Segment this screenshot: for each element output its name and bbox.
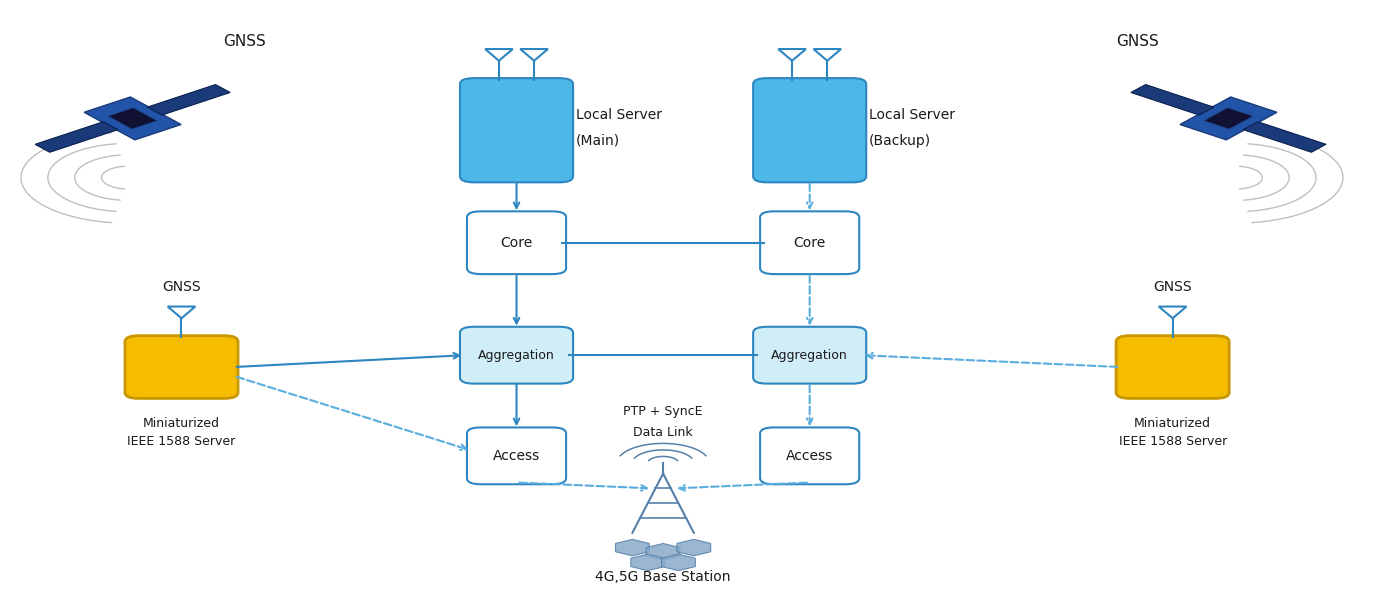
Text: Data Link: Data Link	[634, 426, 692, 439]
Text: (Backup): (Backup)	[868, 134, 931, 148]
Polygon shape	[168, 307, 195, 318]
Text: Aggregation: Aggregation	[479, 349, 554, 362]
FancyBboxPatch shape	[1131, 85, 1213, 115]
Text: Local Server: Local Server	[575, 108, 662, 123]
FancyBboxPatch shape	[148, 85, 230, 115]
FancyBboxPatch shape	[35, 122, 117, 152]
FancyBboxPatch shape	[109, 108, 156, 129]
Text: Core: Core	[500, 236, 533, 250]
Text: IEEE 1588 Server: IEEE 1588 Server	[1118, 435, 1227, 448]
FancyBboxPatch shape	[461, 327, 572, 384]
FancyBboxPatch shape	[759, 211, 859, 274]
Text: GNSS: GNSS	[1153, 280, 1192, 294]
Polygon shape	[631, 554, 664, 571]
Text: Access: Access	[786, 449, 833, 463]
FancyBboxPatch shape	[754, 78, 866, 182]
FancyBboxPatch shape	[754, 327, 866, 384]
Text: IEEE 1588 Server: IEEE 1588 Server	[127, 435, 236, 448]
Text: Core: Core	[793, 236, 826, 250]
Text: GNSS: GNSS	[162, 280, 201, 294]
Text: GNSS: GNSS	[223, 34, 265, 49]
Polygon shape	[662, 554, 695, 571]
Text: (Main): (Main)	[575, 134, 620, 148]
FancyBboxPatch shape	[1180, 97, 1277, 140]
FancyBboxPatch shape	[461, 78, 572, 182]
Polygon shape	[521, 49, 547, 61]
Text: PTP + SyncE: PTP + SyncE	[624, 405, 702, 418]
Text: 4G,5G Base Station: 4G,5G Base Station	[595, 570, 732, 584]
Text: Aggregation: Aggregation	[772, 349, 847, 362]
Polygon shape	[486, 49, 512, 61]
FancyBboxPatch shape	[126, 336, 237, 398]
Text: GNSS: GNSS	[1117, 34, 1159, 49]
Text: Miniaturized: Miniaturized	[1134, 417, 1212, 430]
FancyBboxPatch shape	[466, 211, 567, 274]
Polygon shape	[814, 49, 840, 61]
Polygon shape	[1159, 307, 1187, 318]
Text: Local Server: Local Server	[868, 108, 955, 123]
Text: Access: Access	[493, 449, 540, 463]
Polygon shape	[616, 539, 649, 556]
Polygon shape	[779, 49, 805, 61]
Polygon shape	[677, 539, 711, 556]
Text: Miniaturized: Miniaturized	[142, 417, 221, 430]
FancyBboxPatch shape	[1244, 122, 1326, 152]
FancyBboxPatch shape	[84, 97, 181, 140]
FancyBboxPatch shape	[1117, 336, 1228, 398]
FancyBboxPatch shape	[759, 427, 859, 484]
FancyBboxPatch shape	[466, 427, 567, 484]
FancyBboxPatch shape	[1205, 108, 1252, 129]
Polygon shape	[646, 543, 680, 560]
